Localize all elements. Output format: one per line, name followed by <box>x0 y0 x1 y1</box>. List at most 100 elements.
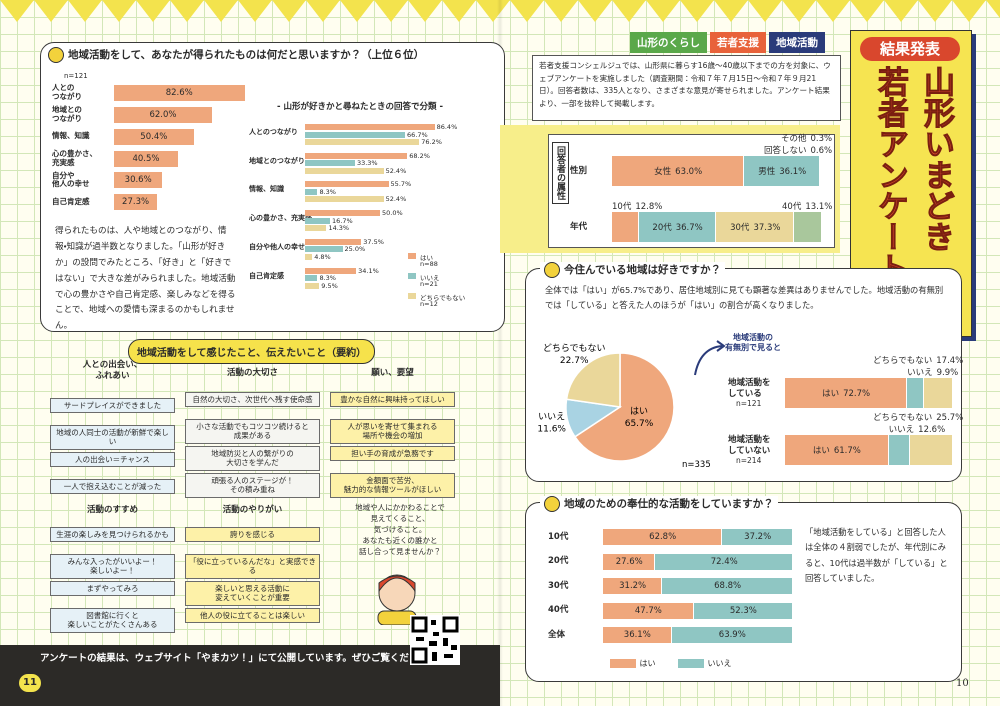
category-label: 心の豊かさ、充実感 <box>249 214 312 223</box>
bar <box>305 167 384 174</box>
series-name: 10代 <box>612 202 632 212</box>
legend: はい いいえ <box>548 658 793 669</box>
value-label: 34.1% <box>358 266 379 275</box>
bar-segment <box>907 378 924 408</box>
comment-card: 担い手の育成が急務です <box>330 446 455 462</box>
segment-label: 10代 12.8% <box>612 200 662 212</box>
bar-segment <box>923 378 953 408</box>
segment-label: 27.6% <box>616 557 643 567</box>
segment-label: 52.3% <box>730 606 757 616</box>
series-name: はい <box>812 446 830 456</box>
comment-card: 一人で抱え込むことが減った <box>50 479 175 495</box>
value-label: 9.9% <box>936 368 959 378</box>
legend-swatch <box>408 253 416 259</box>
slice-value: 22.7% <box>560 356 589 366</box>
category-label: 地域活動を していない n=214 <box>728 435 781 465</box>
value-label: 8.3% <box>319 187 336 196</box>
pie-slice <box>565 352 621 408</box>
slice-value: 11.6% <box>537 424 566 434</box>
bar-segment <box>909 435 953 465</box>
comment-card: 豊かな自然に興味持ってほしい <box>330 392 455 408</box>
legend-label: いいえ <box>420 274 440 282</box>
category-name: 年代 <box>570 221 588 232</box>
value-label: 30.6% <box>124 175 152 186</box>
qr-code <box>410 615 460 665</box>
chart-subtitle: - 山形が好きかと尋ねたときの回答で分類 - <box>277 102 443 112</box>
question-heading: 地域活動をして、あなたが得られたものは何だと思いますか？（上位６位） <box>48 47 424 63</box>
category-name: 性別 <box>570 165 588 176</box>
bar-segment <box>603 602 694 619</box>
value-label: 62.8% <box>649 532 677 542</box>
category-label: 年代 <box>570 212 608 242</box>
series-name: その他 <box>781 134 807 144</box>
illustration <box>377 574 417 625</box>
bar-segment <box>612 212 639 242</box>
comment-card: 人の出会い＝チャンス <box>50 452 175 468</box>
pie-slice <box>573 352 675 462</box>
chart: はい 65.7% いいえ 11.6% どちらでもない 22.7% n=335 <box>528 335 718 480</box>
value-label: 72.7% <box>843 389 871 399</box>
attributes-label: 回答者の属性 <box>552 142 569 204</box>
category-label: 人とのつながり <box>249 128 298 136</box>
value-label: 40.5% <box>132 153 160 164</box>
value-label: 36.7% <box>675 223 703 233</box>
value-label: 16.7% <box>332 216 353 225</box>
breakdown-label: 地域活動の 有無別で見ると <box>725 333 781 353</box>
segment-label: 47.7% <box>635 606 662 616</box>
intro: 若者支援コンシェルジュでは、山形県に暮らす16歳～40歳以下までの方を対象に、ウ… <box>532 55 841 121</box>
chart: 地域活動を している n=121 はい 72.7% いいえ 9.9% どちらでもない 17.4… <box>728 350 963 470</box>
category-name: 全体 <box>548 629 566 640</box>
value-label: 14.3% <box>328 224 350 233</box>
value-label: 62.0% <box>149 109 177 120</box>
bar-segment <box>821 156 823 186</box>
value-label: 37.5% <box>363 237 384 246</box>
bar-segment <box>662 578 793 594</box>
legend-swatch <box>609 658 636 668</box>
bar <box>305 196 384 203</box>
comment-card: 小さな活動でもコツコツ続けると 成果がある <box>185 419 320 444</box>
comment-card: サードプレイスができました <box>50 398 175 414</box>
bar <box>305 210 380 217</box>
tag-row: 山形のくらし 若者支援 地域活動 <box>630 31 828 53</box>
category-name: 地域活動を している <box>728 378 771 399</box>
bar-segment <box>744 156 821 186</box>
value-label: 12.6% <box>918 425 946 435</box>
value-label: 33.3% <box>356 159 378 168</box>
title-line: 山形いまどき <box>918 66 955 253</box>
value-label: 8.3% <box>319 274 336 282</box>
question-title: 地域活動をして、あなたが得られたものは何だと思いますか？（上位６位） <box>68 49 425 61</box>
bar <box>305 282 320 289</box>
series-name: 男性 <box>758 167 776 177</box>
page-number: 11 <box>19 674 41 692</box>
comment-card: 地域防災と人の繋がりの 大切さを学んだ <box>185 446 320 471</box>
series-name: どちらでもない <box>873 413 933 423</box>
bar-segment <box>655 553 793 570</box>
sample-size: n=121 <box>64 72 88 80</box>
value-label: 82.6% <box>165 88 193 98</box>
category-name: 20代 <box>548 556 569 567</box>
category-label: 情報、知識 <box>249 185 284 194</box>
legend-note: n=21 <box>420 280 438 288</box>
segment-label: どちらでもない 17.4% <box>873 354 963 366</box>
comment-card: 楽しいと思える活動に 変えていくことが重要 <box>185 581 320 606</box>
tag: 若者支援 <box>710 32 766 53</box>
bar <box>114 194 158 211</box>
segment-label: いいえ 9.9% <box>907 366 958 378</box>
category-label: 心の豊かさ、 充実感 <box>52 148 97 167</box>
zigzag-border <box>0 0 1000 24</box>
group-heading: 活動のすすめ <box>86 505 138 515</box>
bar <box>305 253 313 260</box>
segment-label: 31.2% <box>619 581 646 591</box>
page-fold <box>497 0 503 706</box>
series-name: いいえ <box>888 425 915 435</box>
category-label: 地域との つながり <box>52 105 82 123</box>
category-label: 10代 <box>548 529 599 545</box>
bar-segment <box>785 435 889 465</box>
bar-segment <box>820 156 822 186</box>
segment-label: 62.8% <box>649 532 676 542</box>
page-number: 10 <box>956 678 969 689</box>
segment-label: 72.4% <box>711 557 738 567</box>
value-label: 37.2% <box>744 532 772 542</box>
legend-swatch <box>408 293 416 299</box>
